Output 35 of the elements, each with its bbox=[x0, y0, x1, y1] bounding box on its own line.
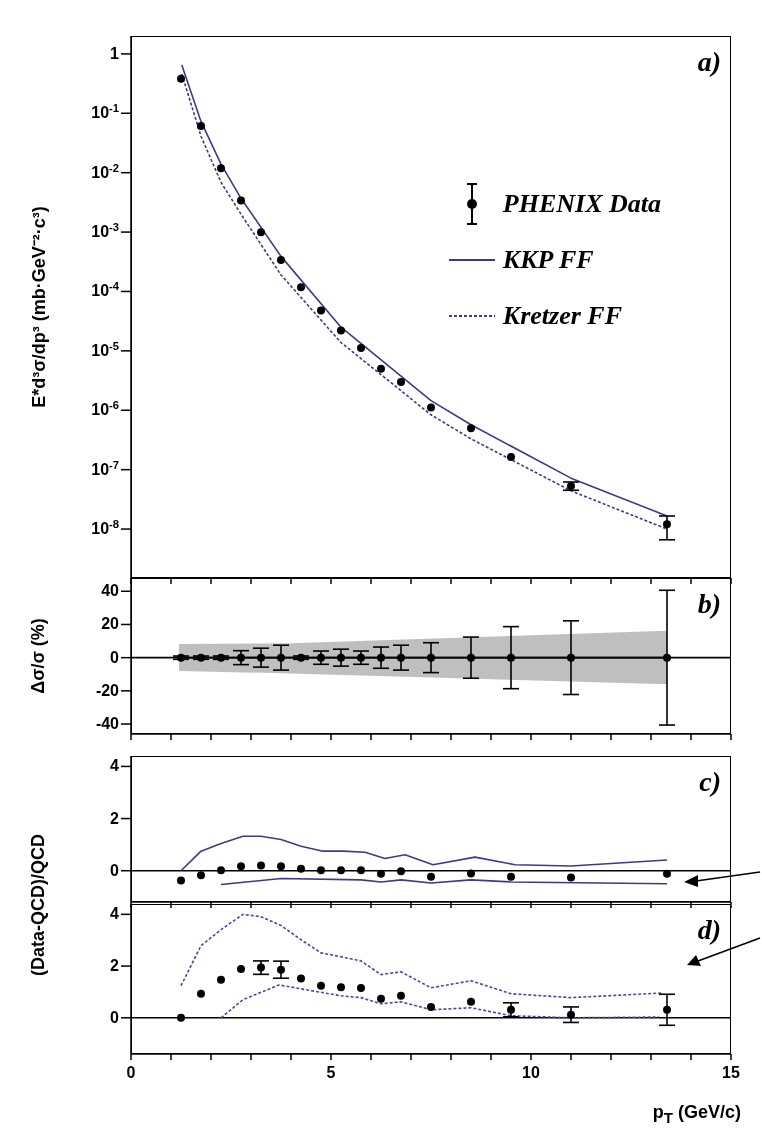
y-tick-label: 10$^{-7}$ bbox=[91, 458, 119, 478]
y-tick-label: -40 bbox=[95, 715, 120, 733]
x-tick-label: 10 bbox=[522, 1064, 540, 1081]
y-tick-label: 10$^{-1}$ bbox=[91, 102, 119, 122]
y-tick-label: 10$^{-5}$ bbox=[91, 339, 119, 359]
annotation: a) bbox=[697, 46, 721, 78]
legend-label: KKP FF bbox=[502, 245, 594, 275]
y-tick-label: 10$^{-2}$ bbox=[91, 161, 119, 181]
annotation: c) bbox=[699, 766, 721, 798]
y-tick-label: 10$^{-3}$ bbox=[91, 221, 119, 241]
y-axis-title: E*d³σ/dp³ (mb·GeV⁻²·c³) bbox=[28, 205, 50, 410]
y-tick-label: 2 bbox=[110, 809, 120, 827]
x-tick-label: 5 bbox=[326, 1064, 336, 1081]
legend-label: PHENIX Data bbox=[502, 189, 661, 219]
y-tick-label: 0 bbox=[110, 648, 120, 666]
y-tick-label: 4 bbox=[110, 757, 120, 775]
y-tick-label: 0 bbox=[110, 861, 120, 879]
x-tick-label: 0 bbox=[126, 1064, 136, 1081]
y-tick-label: 0 bbox=[110, 1008, 120, 1026]
legend-label: Kretzer FF bbox=[502, 301, 622, 331]
y-tick-label: 40 bbox=[101, 582, 120, 600]
y-tick-label: 10$^{-8}$ bbox=[91, 518, 119, 538]
y-tick-label: -20 bbox=[95, 681, 120, 699]
y-tick-label: 10$^{-6}$ bbox=[91, 399, 119, 419]
annotation: d) bbox=[697, 914, 721, 946]
y-tick-label: 20 bbox=[101, 615, 120, 633]
y-tick-label: 1 bbox=[110, 44, 120, 62]
y-tick-label: 4 bbox=[110, 905, 120, 923]
x-tick-label: 15 bbox=[722, 1064, 740, 1081]
y-tick-label: 2 bbox=[110, 957, 120, 975]
y-tick-label: 10$^{-4}$ bbox=[91, 280, 120, 300]
y-axis-title: Δσ/σ (%) bbox=[27, 617, 49, 696]
annotation: b) bbox=[697, 588, 721, 620]
y-axis-title: (Data-QCD)/QCD bbox=[27, 833, 49, 978]
x-axis-title: p$_{T}$ (GeV/c) bbox=[652, 1102, 741, 1126]
